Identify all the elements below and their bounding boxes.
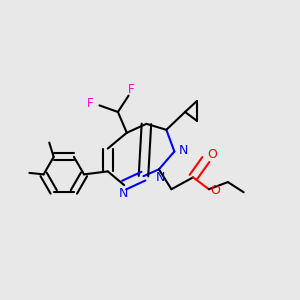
Text: N: N bbox=[178, 143, 188, 157]
Text: F: F bbox=[87, 97, 94, 110]
Text: F: F bbox=[128, 82, 134, 96]
Text: O: O bbox=[208, 148, 218, 161]
Text: N: N bbox=[156, 171, 165, 184]
Text: N: N bbox=[119, 187, 128, 200]
Text: O: O bbox=[210, 184, 220, 197]
